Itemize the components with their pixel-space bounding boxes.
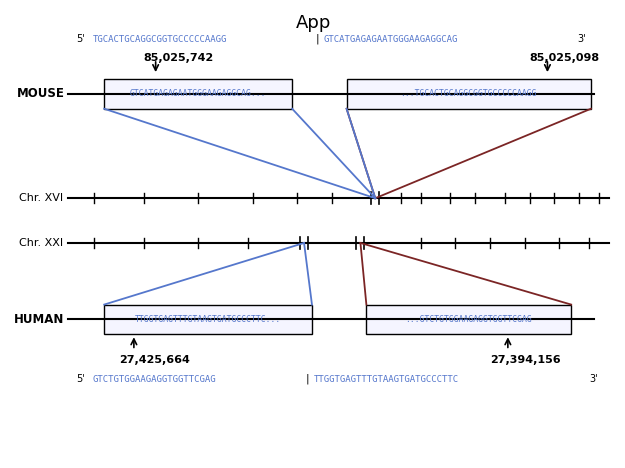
Bar (366, 305, 571, 335)
Text: |: | (316, 34, 320, 44)
Text: 85,025,098: 85,025,098 (529, 53, 600, 63)
Text: Chr. XVI: Chr. XVI (19, 193, 63, 203)
Text: 5': 5' (76, 374, 85, 384)
Bar (104, 305, 312, 335)
Text: HUMAN: HUMAN (14, 313, 64, 326)
Text: 3': 3' (577, 34, 586, 44)
Text: 3': 3' (589, 374, 598, 384)
Text: GTCATGAGAGAATGGGAAGAGGCAG: GTCATGAGAGAATGGGAAGAGGCAG (324, 35, 458, 44)
Text: App: App (296, 15, 332, 32)
Text: GTCATGAGAGAATGGGAAGAGGCAG...: GTCATGAGAGAATGGGAAGAGGCAG... (130, 89, 266, 98)
Text: GTCTGTGGAAGAGGTGGTTCGAG: GTCTGTGGAAGAGGTGGTTCGAG (92, 374, 216, 384)
Text: TTGGTGAGTTTGTAAGTGATGCCCTTC...: TTGGTGAGTTTGTAAGTGATGCCCTTC... (135, 315, 281, 324)
Text: |: | (305, 374, 309, 384)
Text: 27,425,664: 27,425,664 (119, 355, 190, 366)
Text: ...GTCTGTGGAAGAGGTGGTTCGAG: ...GTCTGTGGAAGAGGTGGTTCGAG (406, 315, 532, 324)
Text: TTGGTGAGTTTGTAAGTGATGCCCTTC: TTGGTGAGTTTGTAAGTGATGCCCTTC (314, 374, 459, 384)
Text: Chr. XXI: Chr. XXI (19, 238, 63, 248)
Text: TGCACTGCAGGCGGTGCCCCCAAGG: TGCACTGCAGGCGGTGCCCCCAAGG (92, 35, 227, 44)
Text: ...TGCACTGCAGGCGGTGCCCCCAAGG: ...TGCACTGCAGGCGGTGCCCCCAAGG (401, 89, 537, 98)
Bar (347, 79, 591, 109)
Text: 85,025,742: 85,025,742 (144, 53, 214, 63)
Text: 5': 5' (76, 34, 85, 44)
Text: MOUSE: MOUSE (17, 88, 64, 100)
Text: 27,394,156: 27,394,156 (490, 355, 561, 366)
Bar (104, 79, 292, 109)
